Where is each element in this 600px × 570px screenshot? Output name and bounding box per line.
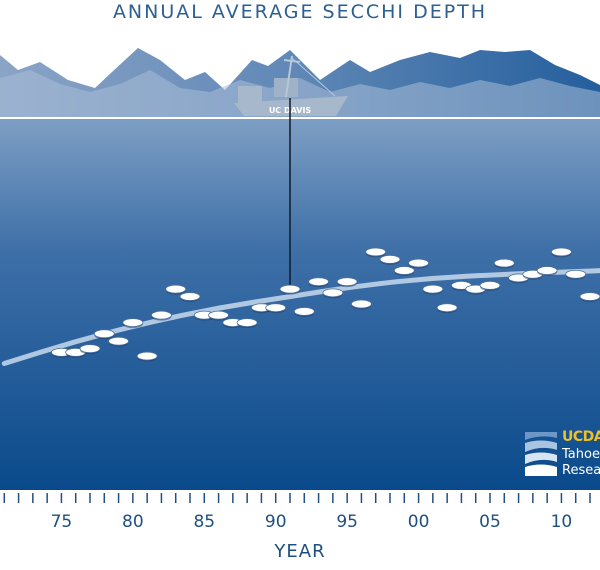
x-tick-label-95: 95: [336, 512, 358, 532]
x-tick-label-75: 75: [51, 512, 73, 532]
secchi-disk-point-1997: [365, 247, 387, 258]
secchi-disk-point-2007: [508, 273, 529, 284]
logo-wordmark-uc: UC: [562, 429, 583, 445]
logo-wordmark-rest: DA: [582, 429, 600, 445]
secchi-disk-point-1994: [322, 288, 344, 299]
secchi-disk-point-2004: [465, 284, 487, 295]
x-tick-label-80: 80: [122, 512, 144, 532]
secchi-disk-point-1992: [293, 307, 315, 317]
secchi-disk-point-1988: [236, 318, 258, 329]
secchi-disk-point-1996: [351, 299, 372, 310]
x-tick-label-85: 85: [193, 512, 215, 532]
secchi-disk-point-1984: [179, 292, 201, 303]
secchi-disk-point-1990: [265, 303, 287, 314]
logo-line-1: Tahoe: [562, 447, 600, 462]
secchi-disk-point-2005: [479, 280, 501, 291]
x-tick-label-05: 05: [479, 512, 501, 532]
secchi-disk-point-2006: [493, 258, 515, 269]
x-tick-label-90: 90: [265, 512, 287, 532]
x-axis-label: YEAR: [274, 541, 326, 562]
secchi-disk-point-1999: [393, 266, 415, 277]
mountain-range-back: [0, 70, 600, 118]
secchi-disk-point-2000: [408, 258, 429, 269]
secchi-disk-point-1991: [279, 284, 301, 295]
data-points: [51, 247, 600, 362]
secchi-disk-point-2011: [565, 269, 587, 280]
secchi-disk-point-2002: [436, 303, 458, 314]
x-axis: 75 80 85 90 95 00 05 10: [3, 493, 591, 532]
secchi-disk-point-1986: [208, 310, 229, 321]
logo-wave-icon: [525, 432, 557, 476]
secchi-disk-point-1981: [136, 351, 158, 362]
secchi-disk-point-2010: [551, 247, 572, 258]
x-tick-label-00: 00: [408, 512, 430, 532]
logo-line-2: Resea: [562, 463, 600, 478]
secchi-disk-point-2012: [579, 292, 600, 303]
x-tick-label-10: 10: [551, 512, 573, 532]
lake-water: [0, 118, 600, 490]
uc-davis-tahoe-logo: UCDA Tahoe Resea: [523, 428, 600, 480]
secchi-disk-point-1983: [165, 284, 187, 295]
trend-line: [1, 268, 600, 367]
logo-wordmark: UCDA: [562, 429, 600, 445]
secchi-disk-point-1979: [108, 336, 129, 347]
secchi-disk-point-1993: [308, 277, 329, 288]
secchi-disk-point-1977: [79, 344, 101, 355]
secchi-disk-point-1995: [336, 277, 358, 288]
secchi-disk-point-1980: [122, 318, 144, 329]
secchi-disk-point-2009: [536, 266, 558, 277]
secchi-disk-point-2001: [422, 284, 444, 295]
chart-title: ANNUAL AVERAGE SECCHI DEPTH: [112, 1, 488, 23]
secchi-disk-point-1998: [379, 254, 401, 265]
secchi-disk-point-1978: [93, 329, 115, 340]
secchi-disk-point-1982: [151, 310, 172, 321]
